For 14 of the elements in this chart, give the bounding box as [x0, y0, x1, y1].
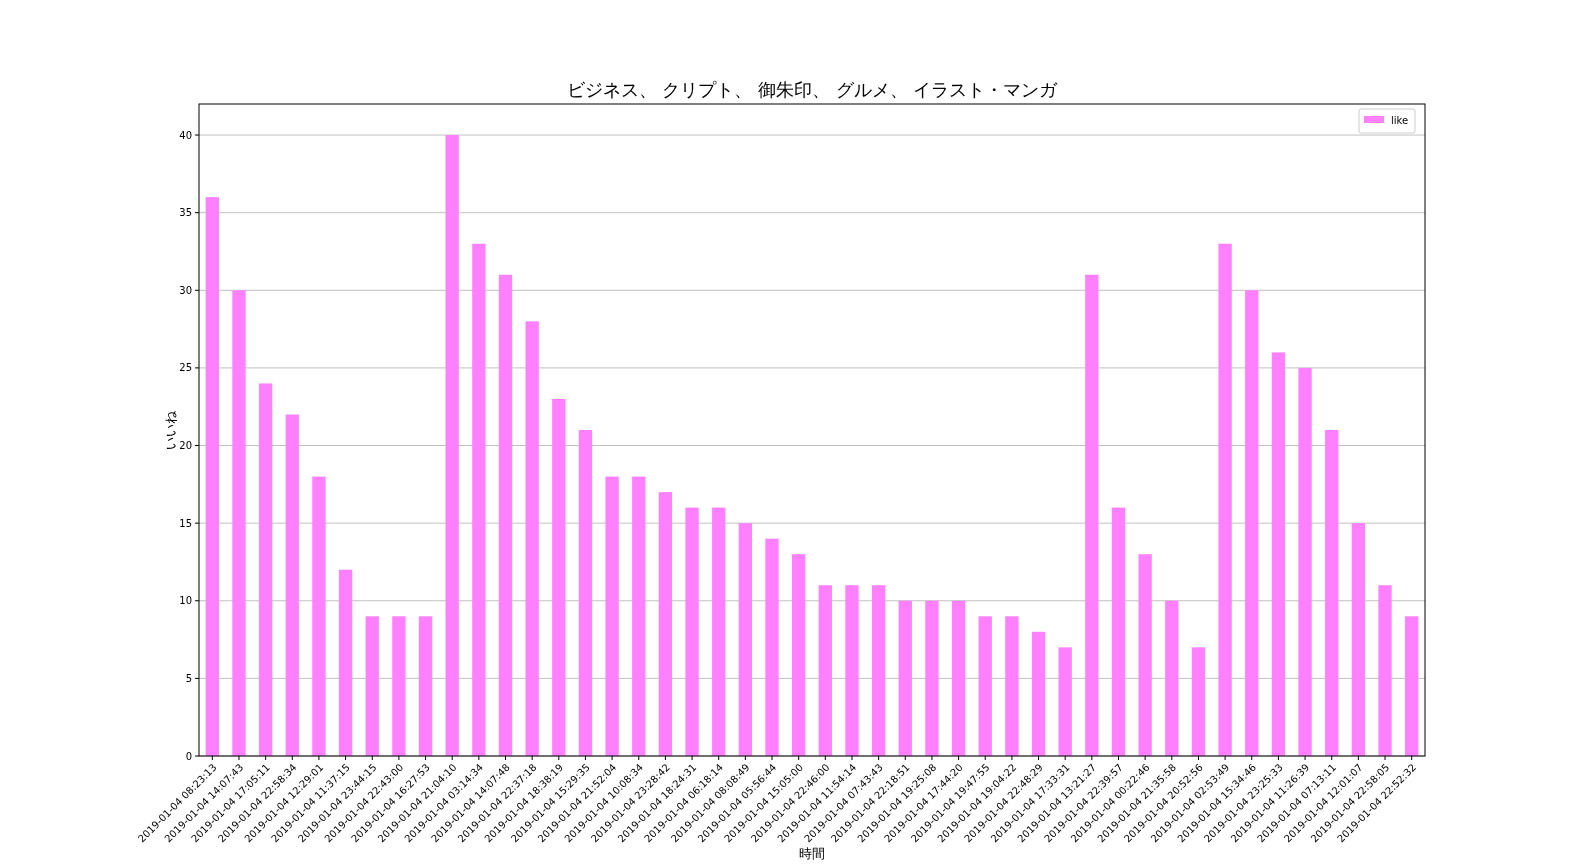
- y-tick-label: 15: [179, 517, 192, 529]
- legend: like: [1358, 108, 1416, 134]
- legend-label: like: [1391, 115, 1409, 126]
- y-tick-label: 30: [179, 284, 192, 296]
- y-tick-label: 25: [179, 362, 192, 374]
- y-tick-label: 10: [179, 595, 192, 607]
- y-axis-title: いいね: [163, 409, 178, 450]
- y-tick-label: 20: [179, 440, 192, 452]
- y-tick-label: 5: [185, 672, 192, 684]
- chart-title: ビジネス、 クリプト、 御朱印、 グルメ、 イラスト・マンガ: [566, 79, 1059, 100]
- y-tick-label: 40: [179, 129, 192, 141]
- y-tick-label: 0: [185, 750, 192, 762]
- y-tick-label: 35: [179, 207, 192, 219]
- x-axis-title: 時間: [799, 846, 825, 861]
